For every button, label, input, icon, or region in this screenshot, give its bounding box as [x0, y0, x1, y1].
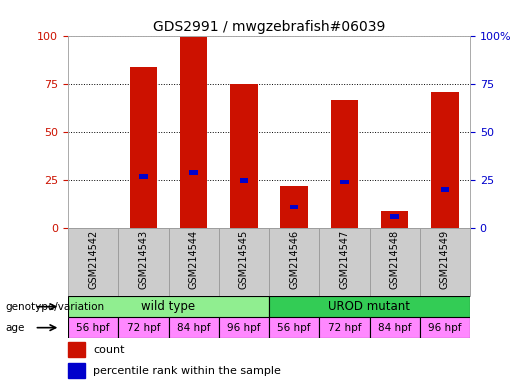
Text: GSM214547: GSM214547 [339, 230, 349, 290]
Title: GDS2991 / mwgzebrafish#06039: GDS2991 / mwgzebrafish#06039 [153, 20, 385, 34]
Text: 56 hpf: 56 hpf [76, 323, 110, 333]
Text: GSM214544: GSM214544 [188, 230, 199, 289]
Text: wild type: wild type [142, 300, 196, 313]
Bar [331, 99, 358, 228]
Text: 72 hpf: 72 hpf [328, 323, 361, 333]
Bar [420, 317, 470, 338]
Bar [219, 317, 269, 338]
Text: GSM214548: GSM214548 [390, 230, 400, 289]
Bar [190, 170, 198, 175]
Text: 72 hpf: 72 hpf [127, 323, 160, 333]
Bar [68, 228, 118, 296]
Bar [168, 228, 219, 296]
Bar [239, 178, 248, 182]
Bar [68, 317, 118, 338]
Bar [68, 296, 269, 317]
Text: 56 hpf: 56 hpf [278, 323, 311, 333]
Bar [290, 205, 298, 209]
Bar [230, 84, 258, 228]
Bar [340, 180, 349, 184]
Text: GSM214549: GSM214549 [440, 230, 450, 289]
Text: GSM214542: GSM214542 [88, 230, 98, 290]
Bar [369, 228, 420, 296]
Bar [118, 228, 168, 296]
Bar [381, 211, 408, 228]
Bar [280, 186, 308, 228]
Text: 96 hpf: 96 hpf [227, 323, 261, 333]
Bar [319, 228, 369, 296]
Text: count: count [93, 345, 125, 355]
Bar [130, 67, 157, 228]
Bar [139, 174, 147, 179]
Text: percentile rank within the sample: percentile rank within the sample [93, 366, 281, 376]
Bar [431, 92, 459, 228]
Text: 84 hpf: 84 hpf [378, 323, 411, 333]
Text: GSM214546: GSM214546 [289, 230, 299, 289]
Bar [168, 317, 219, 338]
Bar [118, 317, 168, 338]
Text: 84 hpf: 84 hpf [177, 323, 210, 333]
Text: GSM214545: GSM214545 [239, 230, 249, 290]
Bar [68, 343, 85, 357]
Text: GSM214543: GSM214543 [139, 230, 148, 289]
Text: age: age [5, 323, 25, 333]
Bar [420, 228, 470, 296]
Text: 96 hpf: 96 hpf [428, 323, 461, 333]
Bar [219, 228, 269, 296]
Text: genotype/variation: genotype/variation [5, 302, 104, 312]
Bar [390, 214, 399, 219]
Bar [269, 296, 470, 317]
Bar [180, 36, 208, 228]
Bar [269, 317, 319, 338]
Bar [68, 363, 85, 378]
Text: UROD mutant: UROD mutant [329, 300, 410, 313]
Bar [369, 317, 420, 338]
Bar [319, 317, 369, 338]
Bar [269, 228, 319, 296]
Bar [441, 187, 449, 192]
